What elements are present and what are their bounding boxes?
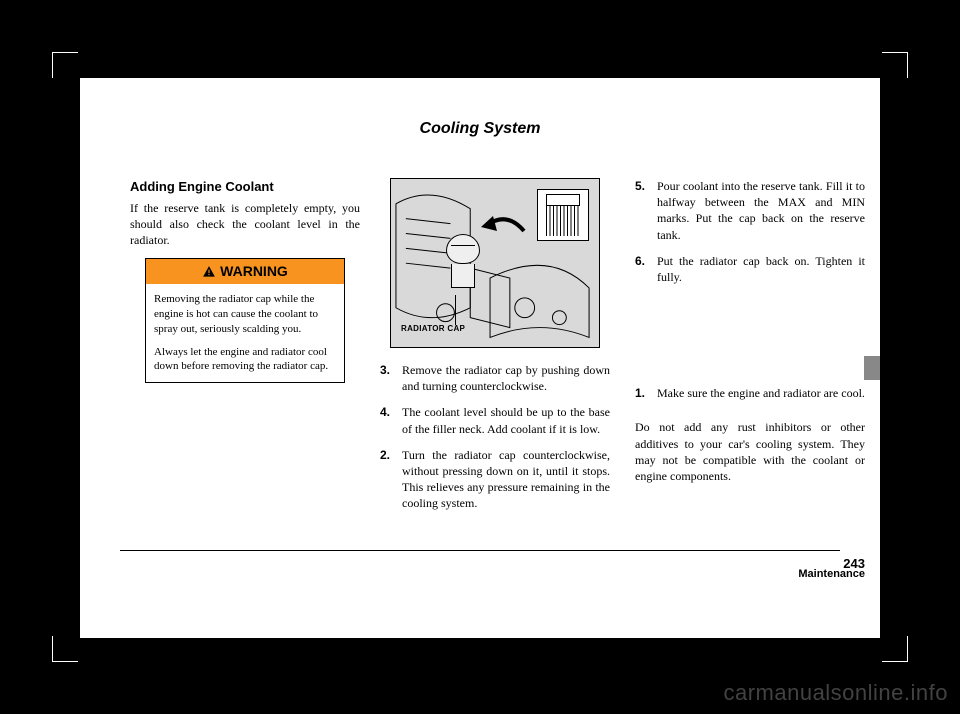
warning-heading-text: WARNING	[220, 262, 288, 281]
crop-mark	[52, 636, 78, 662]
warning-p2: Always let the engine and radiator cool …	[154, 345, 336, 375]
step-number: 3.	[380, 362, 394, 394]
step-1: 1. Make sure the engine and radiator are…	[635, 385, 865, 401]
radiator-filler-neck	[451, 264, 475, 288]
section-name: Maintenance	[798, 568, 865, 580]
inset-filler-neck	[546, 194, 580, 206]
step-4: 4. The coolant level should be up to the…	[380, 404, 610, 436]
crop-mark	[882, 636, 908, 662]
figure-leader-line	[455, 295, 456, 325]
warning-body: Removing the radiator cap while the engi…	[146, 284, 344, 382]
warning-box: WARNING Removing the radiator cap while …	[145, 258, 345, 383]
step-text: Put the radiator cap back on. Tighten it…	[657, 253, 865, 285]
inset-coolant-level	[546, 206, 580, 236]
coolant-level-inset	[537, 189, 589, 241]
crop-mark	[882, 52, 908, 78]
step-5: 5. Pour coolant into the reserve tank. F…	[635, 178, 865, 243]
figure-label: RADIATOR CAP	[401, 324, 465, 335]
col1-paragraph: If the reserve tank is completely empty,…	[130, 200, 360, 249]
warning-header: WARNING	[146, 259, 344, 284]
step-number: 2.	[380, 447, 394, 512]
warning-triangle-icon	[202, 265, 216, 279]
page-title: Cooling System	[80, 120, 880, 138]
footer-divider	[120, 550, 840, 551]
column-1: Adding Engine Coolant If the reserve tan…	[130, 178, 360, 397]
column-3: 5. Pour coolant into the reserve tank. F…	[635, 178, 865, 494]
section-tab	[864, 356, 880, 380]
column-2: RADIATOR CAP 3. Remove the radiator cap …	[380, 178, 610, 522]
step-3: 3. Remove the radiator cap by pushing do…	[380, 362, 610, 394]
step-text: Remove the radiator cap by pushing down …	[402, 362, 610, 394]
counterclockwise-arrow-icon	[479, 207, 529, 237]
step-number: 4.	[380, 404, 394, 436]
step-text: The coolant level should be up to the ba…	[402, 404, 610, 436]
page-footer: 243 Maintenance	[80, 552, 880, 612]
step-2: 2. Turn the radiator cap counterclockwis…	[380, 447, 610, 512]
step-number: 6.	[635, 253, 649, 285]
step-text: Make sure the engine and radiator are co…	[657, 385, 865, 401]
subheading-adding-coolant: Adding Engine Coolant	[130, 178, 360, 196]
radiator-cap-figure: RADIATOR CAP	[390, 178, 600, 348]
additives-note: Do not add any rust inhibitors or other …	[635, 419, 865, 484]
warning-p1: Removing the radiator cap while the engi…	[154, 292, 336, 337]
radiator-cap-illustration	[446, 234, 480, 264]
step-number: 1.	[635, 385, 649, 401]
crop-mark	[52, 52, 78, 78]
watermark-text: carmanualsonline.info	[723, 680, 948, 706]
step-number: 5.	[635, 178, 649, 243]
step-6: 6. Put the radiator cap back on. Tighten…	[635, 253, 865, 285]
manual-page: Cooling System Adding Engine Coolant If …	[80, 78, 880, 638]
step-text: Turn the radiator cap counterclockwise, …	[402, 447, 610, 512]
step-text: Pour coolant into the reserve tank. Fill…	[657, 178, 865, 243]
